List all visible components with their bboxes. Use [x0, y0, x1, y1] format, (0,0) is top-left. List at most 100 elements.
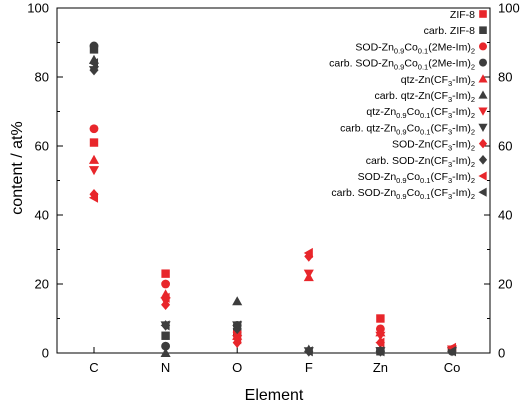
legend-label-subscript: 0.9: [396, 176, 406, 185]
legend-label-part: SOD-Zn: [358, 171, 397, 183]
legend-marker: [478, 107, 488, 116]
legend-label-part: Co: [404, 58, 418, 70]
legend-marker: [479, 10, 487, 18]
legend-label-subscript: 0.1: [420, 176, 430, 185]
legend-label-part: -Im): [452, 171, 471, 183]
data-point: [375, 346, 385, 357]
legend-label: SOD-Zn0.9Co0.1(CF3-Im)2: [358, 171, 475, 185]
legend-label-subscript: 0.1: [420, 127, 430, 136]
legend-label-subscript: 2: [471, 192, 475, 201]
legend-marker: [478, 171, 487, 181]
legend-label-subscript: 2: [471, 79, 475, 88]
y-tick-label: 60: [35, 139, 49, 154]
y-axis-title: content / at%: [9, 121, 26, 214]
data-point: [160, 292, 170, 303]
legend-marker: [478, 74, 488, 83]
x-tick-label: C: [89, 360, 98, 375]
y-tick-label: 0: [42, 346, 49, 361]
data-point: [89, 189, 99, 200]
legend-label: carb. SOD-Zn0.9Co0.1(2Me-Im)2: [329, 58, 475, 72]
data-point: [160, 347, 171, 358]
data-point: [446, 346, 457, 357]
data-point: [375, 331, 386, 341]
data-point: [161, 331, 170, 340]
legend-label: SOD-Zn0.9Co0.1(2Me-Im)2: [355, 41, 475, 55]
legend-label-subscript: 2: [471, 127, 475, 136]
legend-label-subscript: 3: [448, 127, 452, 136]
legend-label: carb. SOD-Zn0.9Co0.1(CF3-Im)2: [331, 187, 475, 201]
legend-label-part: carb. SOD-Zn(CF: [366, 155, 448, 167]
legend-label-part: -Im): [452, 155, 471, 167]
data-point: [88, 58, 99, 69]
legend-label-subscript: 3: [448, 176, 452, 185]
legend-label: qtz-Zn(CF3-Im)2: [401, 74, 475, 88]
legend-label-part: carb. SOD-Zn: [331, 187, 396, 199]
data-point: [88, 166, 100, 176]
y-tick-label: 40: [35, 208, 49, 223]
data-point: [161, 269, 170, 278]
legend-label-subscript: 2: [471, 46, 475, 55]
legend-label: ZIF-8: [450, 9, 475, 21]
legend-label-part: (CF: [430, 171, 448, 183]
legend-label-subscript: 3: [448, 111, 452, 120]
data-point: [303, 269, 314, 279]
legend-label: carb. qtz-Zn(CF3-Im)2: [374, 90, 475, 104]
legend-label-part: (CF: [430, 122, 448, 134]
data-point: [303, 247, 313, 258]
x-tick-label: N: [161, 360, 170, 375]
x-tick-label: Co: [444, 360, 461, 375]
data-point: [303, 346, 313, 357]
data-point: [89, 41, 99, 51]
data-point: [89, 64, 99, 76]
legend-label-subscript: 2: [471, 111, 475, 120]
legend-marker: [479, 58, 487, 67]
y-tick-label: 80: [35, 70, 49, 85]
legend-label-subscript: 2: [471, 63, 475, 72]
data-points: [88, 41, 458, 358]
legend-label-part: -Im): [452, 90, 471, 102]
legend-label-subscript: 2: [471, 144, 475, 153]
data-point: [376, 314, 385, 323]
legend-label-subscript: 2: [471, 160, 475, 169]
legend-label-subscript: 0.1: [418, 46, 428, 55]
legend-label-part: Co: [404, 41, 418, 53]
y2-tick-label: 0: [498, 346, 505, 361]
legend-label-subscript: 2: [471, 176, 475, 185]
legend-label-subscript: 0.9: [396, 111, 406, 120]
y2-tick-label: 80: [498, 70, 512, 85]
legend-label-part: Co: [407, 187, 421, 199]
x-tick-label: Zn: [373, 360, 388, 375]
y2-tick-label: 60: [498, 139, 512, 154]
legend-marker: [478, 155, 488, 165]
legend-label-part: SOD-Zn(CF: [392, 139, 448, 151]
legend-label-part: carb. qtz-Zn: [340, 122, 396, 134]
legend-label-part: -Im): [452, 187, 471, 199]
legend-label-subscript: 0.1: [420, 192, 430, 201]
data-point: [232, 320, 242, 331]
y2-tick-label: 20: [498, 277, 512, 292]
y2-tick-label: 40: [498, 208, 512, 223]
x-axis-title: Element: [245, 387, 304, 404]
legend-marker: [478, 90, 488, 99]
legend-marker: [478, 123, 488, 132]
legend-label-part: carb. qtz-Zn(CF: [374, 90, 448, 102]
axes: 0 20 40 60 80 100 0 20 40 60 80 100 C N O F Zn Co: [27, 1, 519, 376]
legend-marker: [479, 42, 487, 51]
legend-label-part: SOD-Zn: [355, 41, 394, 53]
legend-label-subscript: 0.9: [394, 46, 404, 55]
data-point: [161, 341, 171, 351]
legend-label-part: -Im): [452, 106, 471, 118]
y-tick-label: 20: [35, 277, 49, 292]
legend-label-subscript: 3: [448, 79, 452, 88]
legend-label-part: (CF: [430, 187, 448, 199]
y-tick-label: 100: [27, 1, 49, 16]
legend-marker: [478, 187, 487, 197]
y2-tick-label: 100: [498, 1, 520, 16]
data-point: [375, 337, 385, 348]
legend-label-subscript: 0.9: [396, 127, 406, 136]
legend-label-subscript: 0.9: [394, 63, 404, 72]
legend-marker: [478, 138, 488, 149]
data-point: [161, 279, 171, 289]
